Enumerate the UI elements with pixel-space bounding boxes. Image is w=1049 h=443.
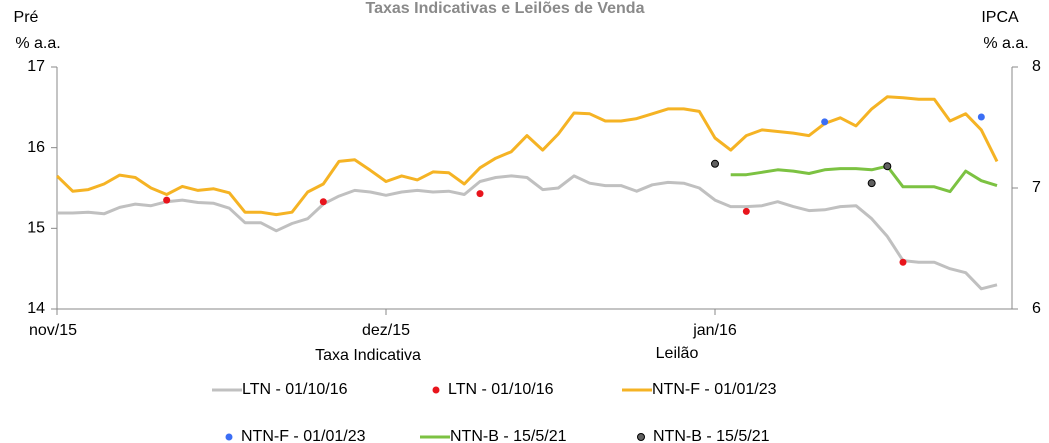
legend-swatch — [432, 386, 440, 394]
y-tick-label: 17 — [27, 58, 45, 75]
legend-label: LTN - 01/10/16 — [242, 381, 348, 398]
dot — [476, 190, 484, 198]
legend-label: LTN - 01/10/16 — [448, 381, 554, 398]
y-axis-label: Pré — [14, 9, 39, 26]
legend-swatch — [225, 433, 233, 441]
x-axis-label: Taxa Indicativa — [315, 347, 421, 364]
dot — [899, 258, 907, 266]
line — [55, 95, 999, 217]
legend-label: NTN-F - 01/01/23 — [652, 381, 777, 398]
legend-swatch — [637, 433, 645, 441]
y-tick-label: 15 — [27, 220, 45, 237]
y2-tick-label: 7 — [1032, 179, 1041, 196]
y-tick-label: 14 — [27, 300, 45, 317]
dot — [821, 118, 829, 126]
dot — [867, 179, 876, 188]
y-axis-label: % a.a. — [15, 35, 60, 52]
y2-axis-label: % a.a. — [983, 35, 1028, 52]
y2-tick-label: 6 — [1032, 300, 1041, 317]
dot — [977, 113, 985, 121]
line — [57, 174, 998, 291]
x-tick-label: nov/15 — [29, 322, 77, 339]
x-tick-label: jan/16 — [692, 322, 737, 339]
legend-label: NTN-F - 01/01/23 — [241, 428, 366, 443]
legend-label: NTN-B - 15/5/21 — [653, 428, 770, 443]
line — [730, 164, 998, 194]
chart-title: Taxas Indicativas e Leilões de Venda — [366, 0, 645, 17]
legend-label: NTN-B - 15/5/21 — [450, 428, 567, 443]
dot — [883, 162, 892, 171]
y2-axis-label: IPCA — [981, 9, 1019, 26]
dot — [319, 198, 327, 206]
x-tick-label: dez/15 — [362, 322, 410, 339]
dot — [711, 159, 719, 168]
y2-tick-label: 8 — [1032, 58, 1041, 75]
dot — [742, 207, 750, 215]
y-tick-label: 16 — [27, 139, 45, 156]
x-axis-label: Leilão — [656, 345, 699, 362]
dot — [163, 196, 171, 204]
